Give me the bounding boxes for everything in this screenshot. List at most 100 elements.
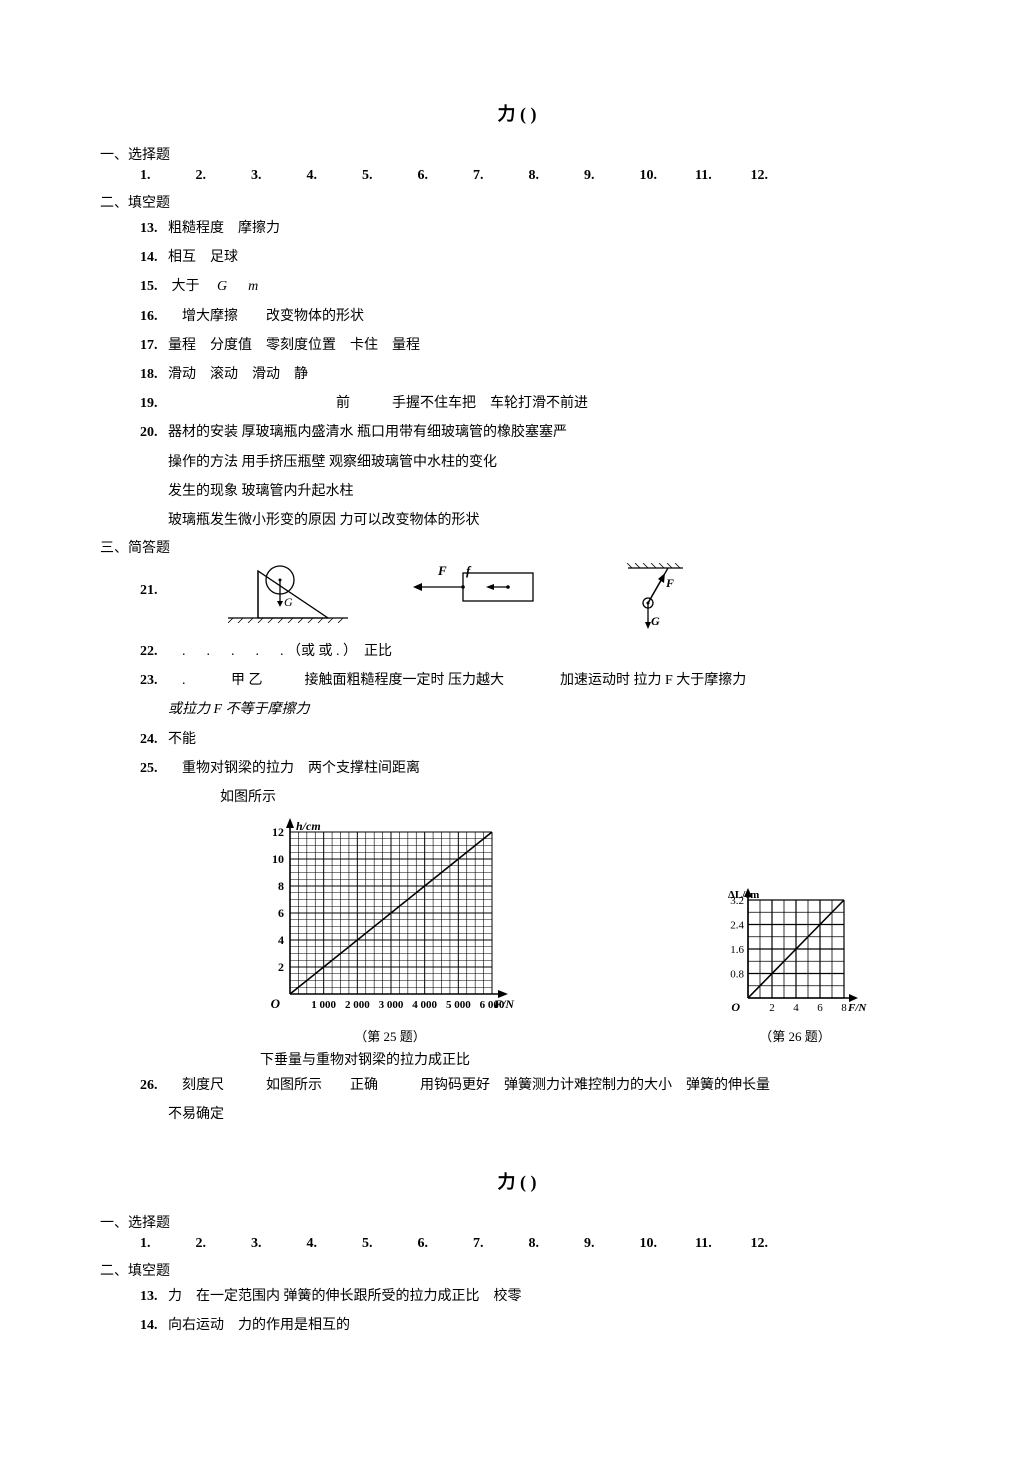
ans: 相互 足球 xyxy=(168,250,238,265)
mc-n: 4. xyxy=(307,168,359,184)
ans: 大于 xyxy=(172,279,214,294)
mc-numbers-2: 1. 2. 3. 4. 5. 6. 7. 8. 9. 10. 11. 12. xyxy=(140,1236,934,1252)
mc-n: 10. xyxy=(640,1236,692,1252)
ans: 前 手握不住车把 车轮打滑不前进 xyxy=(168,396,588,411)
svg-text:12: 12 xyxy=(272,825,284,839)
svg-text:4 000: 4 000 xyxy=(412,999,437,1011)
q23: 23. . 甲 乙 接触面粗糙程度一定时 压力越大 加速运动时 拉力 F 大于摩… xyxy=(140,668,934,693)
chart-26-caption: （第 26 题） xyxy=(720,1026,870,1045)
ans: 刻度尺 如图所示 正确 用钩码更好 弹簧测力计难控制力的大小 弹簧的伸长量 xyxy=(168,1078,770,1093)
mc-n: 9. xyxy=(584,168,636,184)
label-F2: F xyxy=(665,576,674,590)
qnum: 13. xyxy=(140,1284,168,1309)
q23a: 或拉力 F 不等于摩擦力 xyxy=(168,697,934,722)
bq13: 13.力 在一定范围内 弹簧的伸长跟所受的拉力成正比 校零 xyxy=(140,1284,934,1309)
svg-text:8: 8 xyxy=(278,879,284,893)
mc-n: 1. xyxy=(140,1236,192,1252)
qnum: 22. xyxy=(140,639,168,664)
svg-text:O: O xyxy=(271,996,281,1011)
q25a: 如图所示 xyxy=(220,785,934,810)
svg-text:8: 8 xyxy=(841,1002,847,1014)
svg-text:2 000: 2 000 xyxy=(345,999,370,1011)
mc-n: 5. xyxy=(362,168,414,184)
section-fill-2: 二、填空题 xyxy=(100,1260,934,1280)
ans: 重物对钢梁的拉力 两个支撑柱间距离 xyxy=(168,761,420,776)
mc-n: 2. xyxy=(196,1236,248,1252)
mc-n: 2. xyxy=(196,168,248,184)
label-G2: G xyxy=(651,614,660,628)
mc-n: 4. xyxy=(307,1236,359,1252)
label-G: G xyxy=(284,595,293,609)
svg-text:1 000: 1 000 xyxy=(311,999,336,1011)
q19: 19. 前 手握不住车把 车轮打滑不前进 xyxy=(140,391,934,416)
page-title-2: 力 ( ) xyxy=(100,1168,934,1194)
mc-n: 9. xyxy=(584,1236,636,1252)
svg-text:F/N: F/N xyxy=(493,997,515,1011)
mc-n: 11. xyxy=(695,1236,747,1252)
var-G: G xyxy=(217,279,227,294)
q15: 15. 大于 G m xyxy=(140,274,934,299)
svg-text:O: O xyxy=(731,1000,740,1014)
ans: 量程 分度值 零刻度位置 卡住 量程 xyxy=(168,338,420,353)
ans: 滑动 滚动 滑动 静 xyxy=(168,367,308,382)
mc-n: 10. xyxy=(640,168,692,184)
q18: 18.滑动 滚动 滑动 静 xyxy=(140,362,934,387)
diagram-incline: G xyxy=(228,563,348,623)
mc-n: 11. xyxy=(695,168,747,184)
ans: 不能 xyxy=(168,732,196,747)
mc-n: 1. xyxy=(140,168,192,184)
mc-n: 6. xyxy=(418,1236,470,1252)
charts-row: 246810121 0002 0003 0004 0005 0006 000Oh… xyxy=(260,814,934,1045)
chart-25-caption: （第 25 题） xyxy=(260,1026,520,1045)
svg-text:F/N: F/N xyxy=(847,1002,867,1014)
svg-text:4: 4 xyxy=(278,933,284,947)
qnum: 13. xyxy=(140,216,168,241)
qnum: 14. xyxy=(140,1313,168,1338)
chart-25-wrap: 246810121 0002 0003 0004 0005 0006 000Oh… xyxy=(260,814,520,1045)
qnum: 15. xyxy=(140,274,168,299)
chart-26-wrap: 0.81.62.43.22468OΔL/cmF/N （第 26 题） xyxy=(720,884,870,1045)
section-mc-2: 一、选择题 xyxy=(100,1212,934,1232)
svg-text:3 000: 3 000 xyxy=(379,999,404,1011)
ans xyxy=(231,279,245,294)
qnum: 16. xyxy=(140,304,168,329)
qnum: 18. xyxy=(140,362,168,387)
svg-text:10: 10 xyxy=(272,852,284,866)
mc-n: 6. xyxy=(418,168,470,184)
ans: 力 在一定范围内 弹簧的伸长跟所受的拉力成正比 校零 xyxy=(168,1289,522,1304)
mc-n: 8. xyxy=(529,168,581,184)
qnum: 20. xyxy=(140,420,168,445)
q25b: 下垂量与重物对钢梁的拉力成正比 xyxy=(260,1049,934,1069)
mc-n: 12. xyxy=(751,1236,803,1252)
qnum: 19. xyxy=(140,391,168,416)
svg-text:6: 6 xyxy=(278,906,284,920)
ans: 粗糙程度 摩擦力 xyxy=(168,221,280,236)
qnum: 25. xyxy=(140,756,168,781)
mc-numbers-1: 1. 2. 3. 4. 5. 6. 7. 8. 9. 10. 11. 12. xyxy=(140,168,934,184)
chart-25: 246810121 0002 0003 0004 0005 0006 000Oh… xyxy=(260,814,520,1024)
q20: 20.器材的安装 厚玻璃瓶内盛清水 瓶口用带有细玻璃管的橡胶塞塞严 xyxy=(140,420,934,445)
q26a: 不易确定 xyxy=(168,1102,934,1127)
q22: 22. . . . . . （或 或 . ） 正比 xyxy=(140,639,934,664)
chart-26: 0.81.62.43.22468OΔL/cmF/N xyxy=(720,884,870,1024)
ans: . 甲 乙 接触面粗糙程度一定时 压力越大 加速运动时 拉力 F 大于摩擦力 xyxy=(168,673,746,688)
q24: 24.不能 xyxy=(140,727,934,752)
q20b: 发生的现象 玻璃管内升起水柱 xyxy=(168,479,934,504)
qnum: 24. xyxy=(140,727,168,752)
bq14: 14.向右运动 力的作用是相互的 xyxy=(140,1313,934,1338)
svg-text:ΔL/cm: ΔL/cm xyxy=(728,889,759,901)
diagram-hanging: F G xyxy=(618,563,698,633)
svg-text:0.8: 0.8 xyxy=(730,969,744,981)
ans: 器材的安装 厚玻璃瓶内盛清水 瓶口用带有细玻璃管的橡胶塞塞严 xyxy=(168,425,567,440)
svg-text:4: 4 xyxy=(793,1002,799,1014)
q21-row: 21. G F f xyxy=(140,563,934,633)
svg-text:6: 6 xyxy=(817,1002,823,1014)
q17: 17.量程 分度值 零刻度位置 卡住 量程 xyxy=(140,333,934,358)
qnum: 17. xyxy=(140,333,168,358)
svg-text:2.4: 2.4 xyxy=(730,920,744,932)
qnum: 14. xyxy=(140,245,168,270)
mc-n: 12. xyxy=(751,168,803,184)
mc-n: 8. xyxy=(529,1236,581,1252)
svg-text:2: 2 xyxy=(278,960,284,974)
svg-text:5 000: 5 000 xyxy=(446,999,471,1011)
